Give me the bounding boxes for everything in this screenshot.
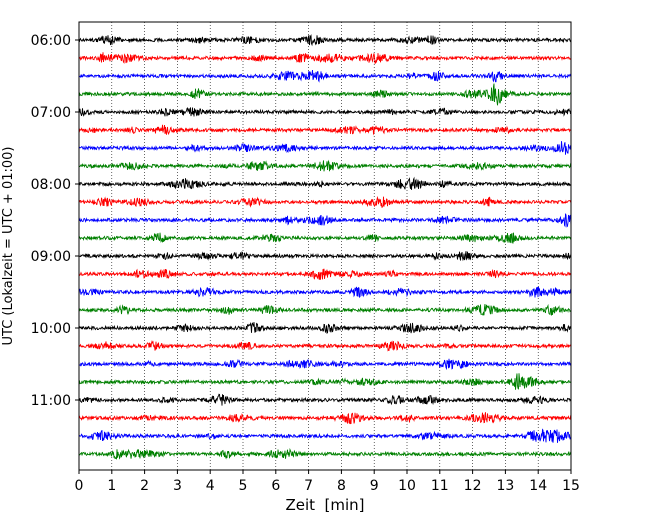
y-axis-ticks: 06:00 07:00 08:00 09:00 10:00 11:00	[31, 33, 79, 409]
trace-0600	[78, 34, 572, 47]
trace-0845	[78, 232, 572, 244]
x-tick-label-6: 6	[271, 478, 280, 494]
trace-1015	[78, 339, 572, 352]
trace-0745	[78, 159, 572, 172]
x-tick-label-11: 11	[431, 478, 449, 494]
trace-0615	[78, 52, 572, 64]
trace-0730	[78, 141, 572, 155]
y-tick-label-4: 10:00	[31, 321, 71, 337]
trace-1045	[78, 373, 572, 390]
trace-1145	[78, 447, 572, 460]
y-tick-label-2: 08:00	[31, 177, 71, 193]
trace-0645	[78, 83, 572, 106]
y-tick-label-1: 07:00	[31, 105, 71, 121]
x-tick-label-9: 9	[370, 478, 379, 494]
y-tick-label-5: 11:00	[31, 393, 71, 409]
trace-0945	[78, 303, 572, 316]
y-tick-label-0: 06:00	[31, 33, 71, 49]
trace-1100	[78, 393, 572, 406]
x-tick-label-12: 12	[464, 478, 482, 494]
y-tick-label-3: 09:00	[31, 249, 71, 265]
x-tick-label-4: 4	[206, 478, 215, 494]
trace-0900	[78, 251, 572, 262]
trace-0815	[78, 195, 572, 208]
x-tick-label-3: 3	[173, 478, 182, 494]
x-tick-label-15: 15	[562, 478, 580, 494]
trace-0700	[78, 107, 572, 117]
trace-1000	[78, 321, 572, 334]
x-tick-label-0: 0	[75, 478, 84, 494]
trace-0715	[78, 124, 572, 136]
grid-lines	[111, 22, 539, 470]
x-tick-label-13: 13	[496, 478, 514, 494]
plot-frame	[78, 21, 572, 471]
trace-1115	[78, 412, 572, 425]
x-tick-label-2: 2	[140, 478, 149, 494]
x-tick-label-7: 7	[304, 478, 313, 494]
traces	[78, 34, 572, 460]
x-tick-label-8: 8	[337, 478, 346, 494]
trace-0800	[78, 176, 572, 190]
trace-0630	[78, 69, 572, 83]
x-tick-label-14: 14	[529, 478, 547, 494]
x-axis-title: Zeit [min]	[285, 496, 364, 514]
x-tick-label-10: 10	[398, 478, 416, 494]
trace-0930	[78, 286, 572, 299]
y-axis-title: UTC (Lokalzeit = UTC + 01:00)	[1, 147, 16, 346]
x-axis-ticks: 0 1 2 3 4 5 6 7 8 9 10 11 12 13 14 15	[75, 470, 580, 494]
trace-0915	[78, 268, 572, 280]
trace-0830	[78, 213, 572, 228]
x-tick-label-5: 5	[239, 478, 248, 494]
trace-1130	[78, 428, 572, 443]
x-tick-label-1: 1	[107, 478, 116, 494]
trace-1030	[78, 358, 572, 371]
